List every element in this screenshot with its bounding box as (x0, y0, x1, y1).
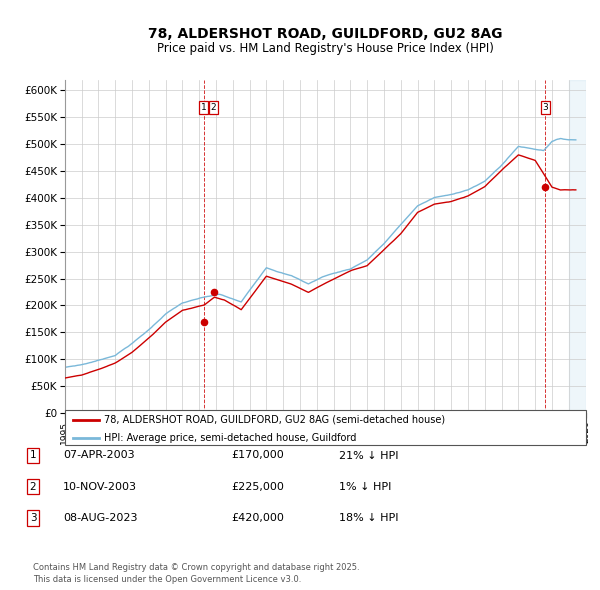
Text: 78, ALDERSHOT ROAD, GUILDFORD, GU2 8AG (semi-detached house): 78, ALDERSHOT ROAD, GUILDFORD, GU2 8AG (… (104, 415, 445, 425)
Point (541, 182, 550, 192)
Text: 08-AUG-2023: 08-AUG-2023 (63, 513, 137, 523)
Point (209, 287, 218, 297)
Text: 78, ALDERSHOT ROAD, GUILDFORD, GU2 8AG: 78, ALDERSHOT ROAD, GUILDFORD, GU2 8AG (148, 27, 502, 41)
Text: 07-APR-2003: 07-APR-2003 (63, 451, 134, 460)
Text: 18% ↓ HPI: 18% ↓ HPI (339, 513, 398, 523)
Text: 1% ↓ HPI: 1% ↓ HPI (339, 482, 391, 491)
Text: 2: 2 (29, 482, 37, 491)
Text: Price paid vs. HM Land Registry's House Price Index (HPI): Price paid vs. HM Land Registry's House … (157, 42, 494, 55)
Text: 2: 2 (211, 103, 217, 112)
Text: 1: 1 (29, 451, 37, 460)
Text: 21% ↓ HPI: 21% ↓ HPI (339, 451, 398, 460)
Text: HPI: Average price, semi-detached house, Guildford: HPI: Average price, semi-detached house,… (104, 432, 356, 442)
Text: £225,000: £225,000 (231, 482, 284, 491)
Text: £170,000: £170,000 (231, 451, 284, 460)
Bar (569, 80, 586, 413)
Text: 3: 3 (29, 513, 37, 523)
Text: 1: 1 (201, 103, 206, 112)
FancyBboxPatch shape (65, 410, 586, 445)
Point (199, 317, 209, 326)
Text: 3: 3 (542, 103, 548, 112)
Text: 10-NOV-2003: 10-NOV-2003 (63, 482, 137, 491)
Text: £420,000: £420,000 (231, 513, 284, 523)
Text: Contains HM Land Registry data © Crown copyright and database right 2025.
This d: Contains HM Land Registry data © Crown c… (33, 563, 359, 584)
